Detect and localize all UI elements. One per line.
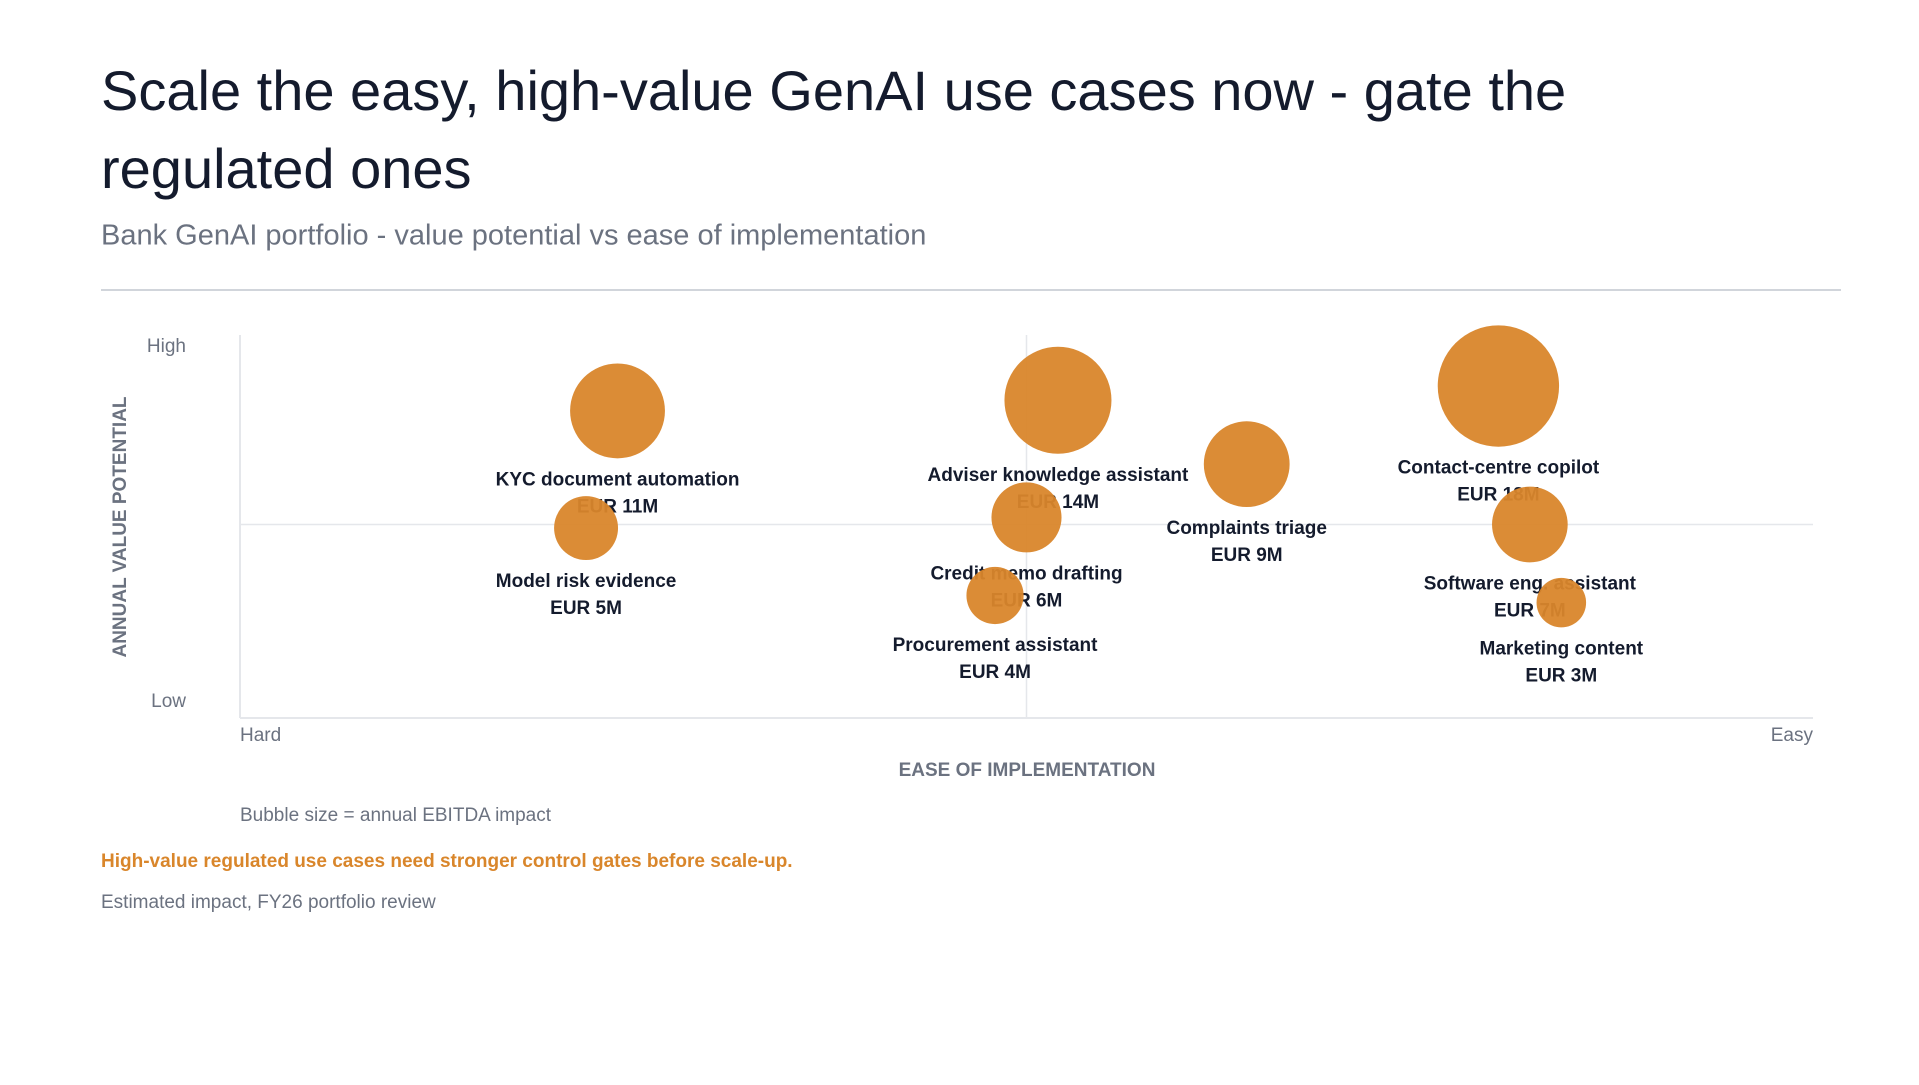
bubble [1203, 421, 1290, 508]
y-axis-title: ANNUAL VALUE POTENTIAL [110, 396, 131, 657]
bubble [1492, 486, 1568, 563]
chart-title: Scale the easy, high-value GenAI use cas… [101, 59, 1567, 200]
bubble-label: Software eng. assistant [1424, 573, 1637, 594]
bubble-label: Procurement assistant [893, 635, 1099, 656]
bubble [570, 363, 665, 459]
x-tick-label: Hard [240, 725, 281, 746]
bubble [1536, 577, 1587, 628]
bubble-label: Contact-centre copilot [1398, 458, 1600, 479]
bubble-label: Credit memo drafting [930, 563, 1122, 584]
bubble-value-label: EUR 4M [959, 662, 1031, 683]
bubble [966, 566, 1024, 625]
source: Estimated impact, FY26 portfolio review [101, 892, 436, 913]
bubble-value-label: EUR 5M [550, 598, 622, 619]
bubble-label: Model risk evidence [496, 571, 677, 592]
bubble [991, 482, 1062, 553]
y-tick-label: Low [151, 691, 186, 712]
y-tick-label: High [147, 336, 186, 357]
x-axis-title: EASE OF IMPLEMENTATION [899, 760, 1156, 781]
bubble [1437, 325, 1560, 447]
bubble-label: Adviser knowledge assistant [928, 465, 1189, 486]
bubble [554, 496, 619, 561]
size-note: Bubble size = annual EBITDA impact [240, 805, 552, 826]
bubble-label: Marketing content [1480, 638, 1644, 659]
bubble-value-label: EUR 3M [1525, 665, 1597, 686]
bubble-label: Complaints triage [1166, 518, 1326, 539]
bubble [1004, 346, 1112, 454]
title-box: Scale the easy, high-value GenAI use cas… [101, 59, 1567, 200]
bubble-label: KYC document automation [496, 469, 740, 490]
chart-subtitle: Bank GenAI portfolio - value potential v… [101, 220, 926, 252]
takeaway: High-value regulated use cases need stro… [101, 851, 793, 872]
x-tick-label: Easy [1771, 725, 1814, 746]
bubble-value-label: EUR 9M [1211, 545, 1283, 566]
